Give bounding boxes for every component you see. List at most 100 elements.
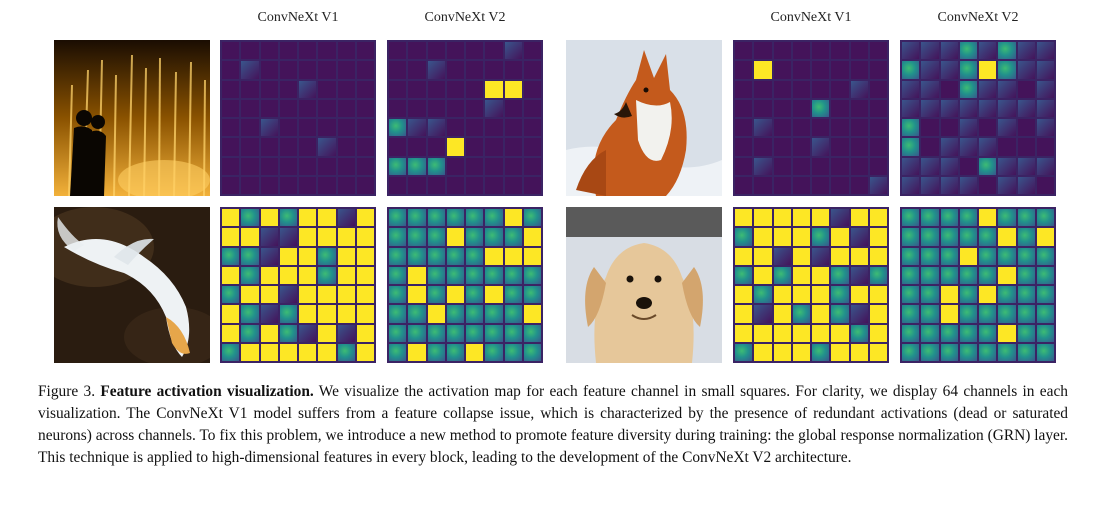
activation-cell — [523, 119, 541, 137]
activation-cell — [754, 324, 772, 342]
activation-cell — [523, 228, 541, 246]
activation-cell — [754, 228, 772, 246]
activation-cell — [279, 119, 297, 137]
activation-cell — [504, 286, 522, 304]
activation-cell — [773, 305, 791, 323]
activation-cell — [979, 266, 997, 284]
activation-cell — [979, 343, 997, 361]
activation-cell — [466, 209, 484, 227]
activation-cell — [318, 228, 336, 246]
activation-cell — [735, 305, 753, 323]
activation-cell — [940, 247, 958, 265]
activation-cell — [389, 324, 407, 342]
activation-cell — [998, 157, 1016, 175]
activation-cell — [446, 228, 464, 246]
activation-cell — [940, 138, 958, 156]
activation-cell — [279, 176, 297, 194]
activation-cell — [869, 228, 887, 246]
activation-cell — [1017, 324, 1035, 342]
activation-cell — [222, 42, 240, 60]
activation-cell — [921, 119, 939, 137]
activation-cell — [504, 138, 522, 156]
activation-cell — [1036, 286, 1054, 304]
activation-cell — [773, 157, 791, 175]
activation-cell — [921, 228, 939, 246]
activation-cell — [959, 119, 977, 137]
activation-cell — [485, 138, 503, 156]
activation-cell — [998, 42, 1016, 60]
activation-cell — [523, 138, 541, 156]
activation-cell — [754, 286, 772, 304]
activation-cell — [792, 42, 810, 60]
activation-cell — [279, 42, 297, 60]
activation-cell — [792, 324, 810, 342]
activation-cell — [504, 209, 522, 227]
activation-cell — [485, 305, 503, 323]
activation-cell — [299, 286, 317, 304]
activation-cell — [735, 80, 753, 98]
activation-cell — [318, 138, 336, 156]
activation-cell — [773, 119, 791, 137]
activation-cell — [427, 176, 445, 194]
activation-cell — [998, 176, 1016, 194]
activation-cell — [979, 138, 997, 156]
activation-cell — [356, 176, 374, 194]
activation-cell — [318, 61, 336, 79]
activation-cell — [485, 286, 503, 304]
activation-cell — [921, 138, 939, 156]
golden-retriever-image — [566, 207, 722, 363]
activation-cell — [735, 343, 753, 361]
activation-cell — [260, 99, 278, 117]
activation-cell — [389, 176, 407, 194]
activation-cell — [504, 266, 522, 284]
activation-cell — [485, 176, 503, 194]
caption-title: Feature activation visualization. — [100, 383, 314, 400]
activation-cell — [504, 305, 522, 323]
activation-cell — [260, 119, 278, 137]
activation-cell — [831, 61, 849, 79]
activation-cell — [869, 286, 887, 304]
activation-cell — [485, 157, 503, 175]
activation-cell — [389, 119, 407, 137]
activation-cell — [902, 266, 920, 284]
activation-cell — [869, 138, 887, 156]
activation-cell — [850, 286, 868, 304]
activation-cell — [427, 61, 445, 79]
activation-cell — [504, 176, 522, 194]
activation-cell — [389, 157, 407, 175]
activation-cell — [356, 286, 374, 304]
activation-cell — [812, 324, 830, 342]
activation-cell — [446, 305, 464, 323]
activation-cell — [485, 61, 503, 79]
activation-cell — [1017, 228, 1035, 246]
activation-cell — [940, 99, 958, 117]
activation-cell — [318, 305, 336, 323]
activation-cell — [902, 80, 920, 98]
activation-cell — [299, 157, 317, 175]
activation-cell — [792, 286, 810, 304]
activation-cell — [389, 266, 407, 284]
activation-cell — [959, 266, 977, 284]
activation-cell — [735, 209, 753, 227]
label-convnext-v1-right: ConvNeXt V1 — [770, 10, 852, 25]
activation-cell — [241, 138, 259, 156]
activation-cell — [1036, 80, 1054, 98]
activation-cell — [979, 209, 997, 227]
activation-cell — [1036, 209, 1054, 227]
activation-cell — [446, 247, 464, 265]
activation-cell — [1017, 176, 1035, 194]
activation-cell — [427, 305, 445, 323]
activation-cell — [850, 228, 868, 246]
activation-cell — [812, 266, 830, 284]
activation-cell — [1036, 176, 1054, 194]
activation-cell — [773, 138, 791, 156]
activation-cell — [831, 305, 849, 323]
activation-cell — [773, 209, 791, 227]
activation-cell — [1036, 42, 1054, 60]
activation-cell — [812, 119, 830, 137]
activation-cell — [299, 247, 317, 265]
activation-cell — [408, 157, 426, 175]
activation-cell — [1017, 305, 1035, 323]
activation-cell — [1017, 61, 1035, 79]
activation-cell — [466, 247, 484, 265]
